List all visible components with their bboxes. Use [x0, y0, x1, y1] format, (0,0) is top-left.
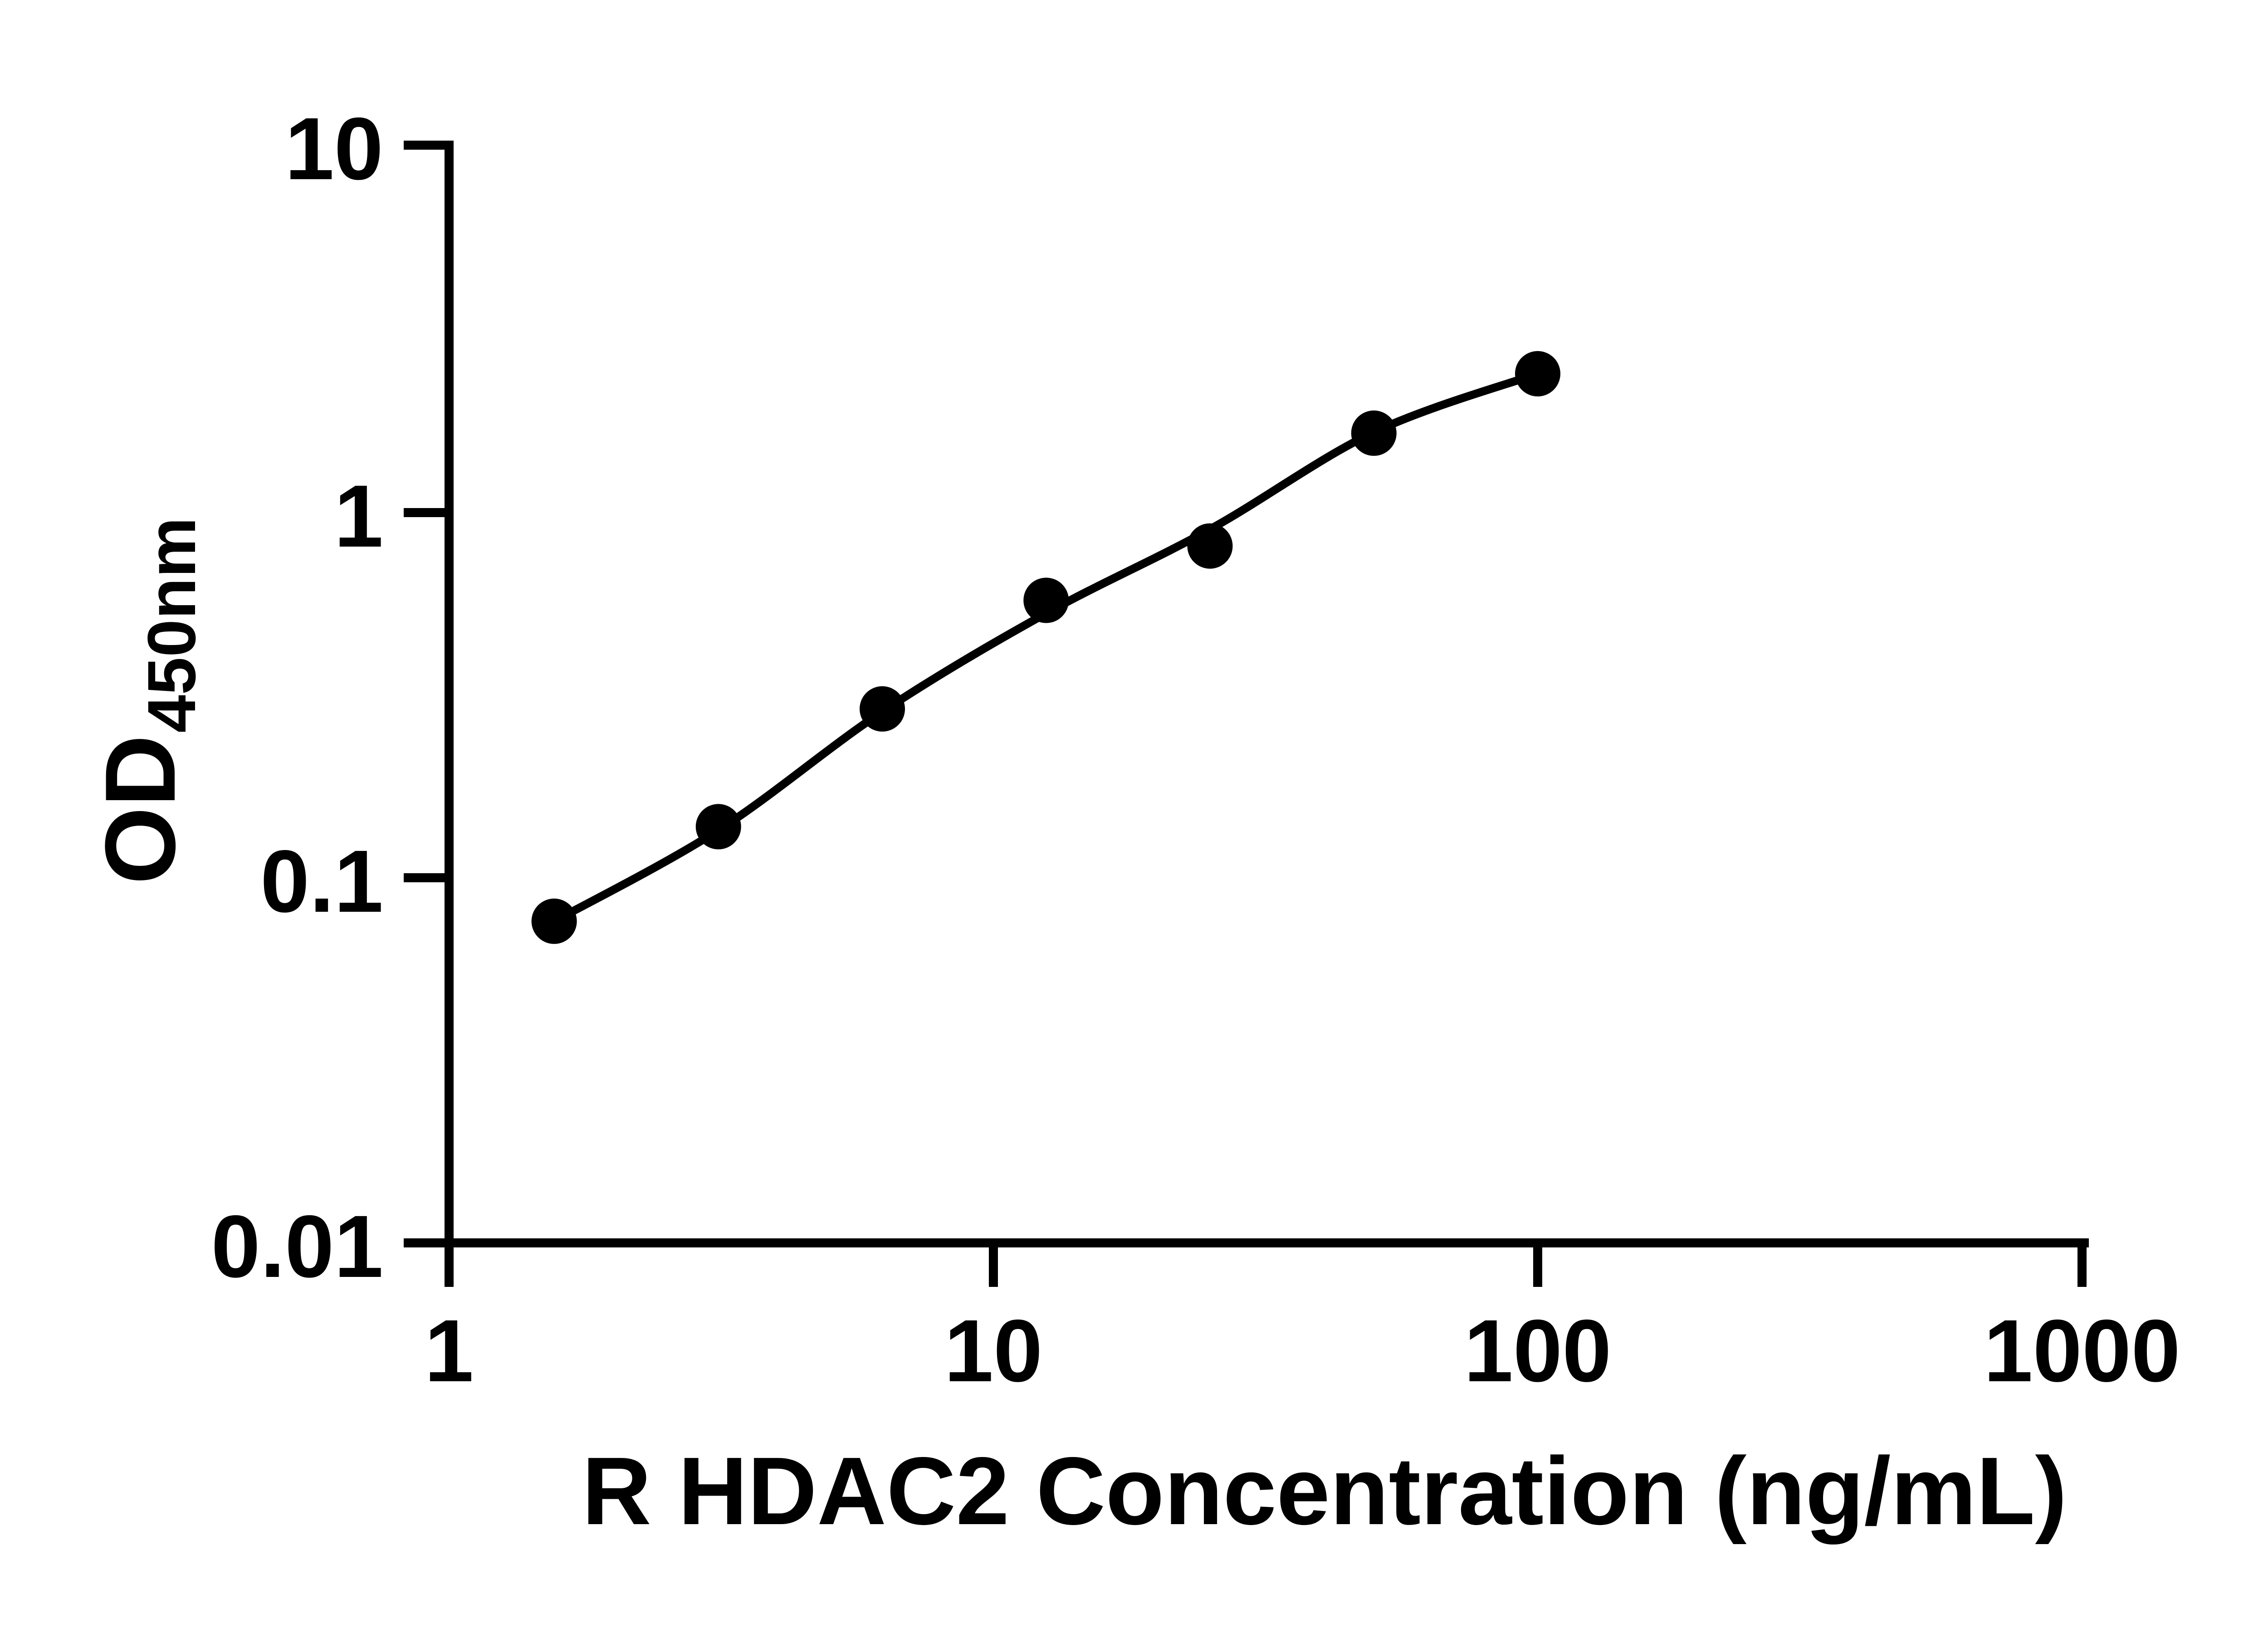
- x-tick-label-10: 10: [944, 1301, 1043, 1400]
- data-point: [1515, 351, 1560, 396]
- x-tick-label-1000: 1000: [1984, 1301, 2180, 1400]
- data-point: [1187, 523, 1233, 569]
- axis-frame: [445, 141, 2089, 1247]
- data-point: [531, 898, 577, 944]
- y-axis-title-subscript: 450nm: [133, 517, 210, 733]
- y-tick-label-10: 10: [285, 99, 383, 198]
- data-point: [1351, 410, 1397, 456]
- data-point: [1023, 577, 1069, 623]
- x-tick-label-1: 1: [425, 1301, 474, 1400]
- data-point: [860, 686, 905, 732]
- x-axis-title: R HDAC2 Concentration (ng/mL): [582, 1437, 2067, 1545]
- y-axis-title: OD 450nm: [84, 517, 210, 885]
- y-tick-label-0.1: 0.1: [260, 832, 383, 931]
- y-axis-title-main: OD: [84, 735, 196, 885]
- data-points: [531, 351, 1560, 944]
- data-point: [695, 804, 741, 850]
- y-tick-label-0.01: 0.01: [211, 1197, 383, 1296]
- x-tick-label-100: 100: [1464, 1301, 1611, 1400]
- x-axis-ticks: [445, 1243, 2087, 1287]
- y-tick-label-1: 1: [334, 467, 383, 566]
- y-axis-ticks: [404, 141, 449, 1247]
